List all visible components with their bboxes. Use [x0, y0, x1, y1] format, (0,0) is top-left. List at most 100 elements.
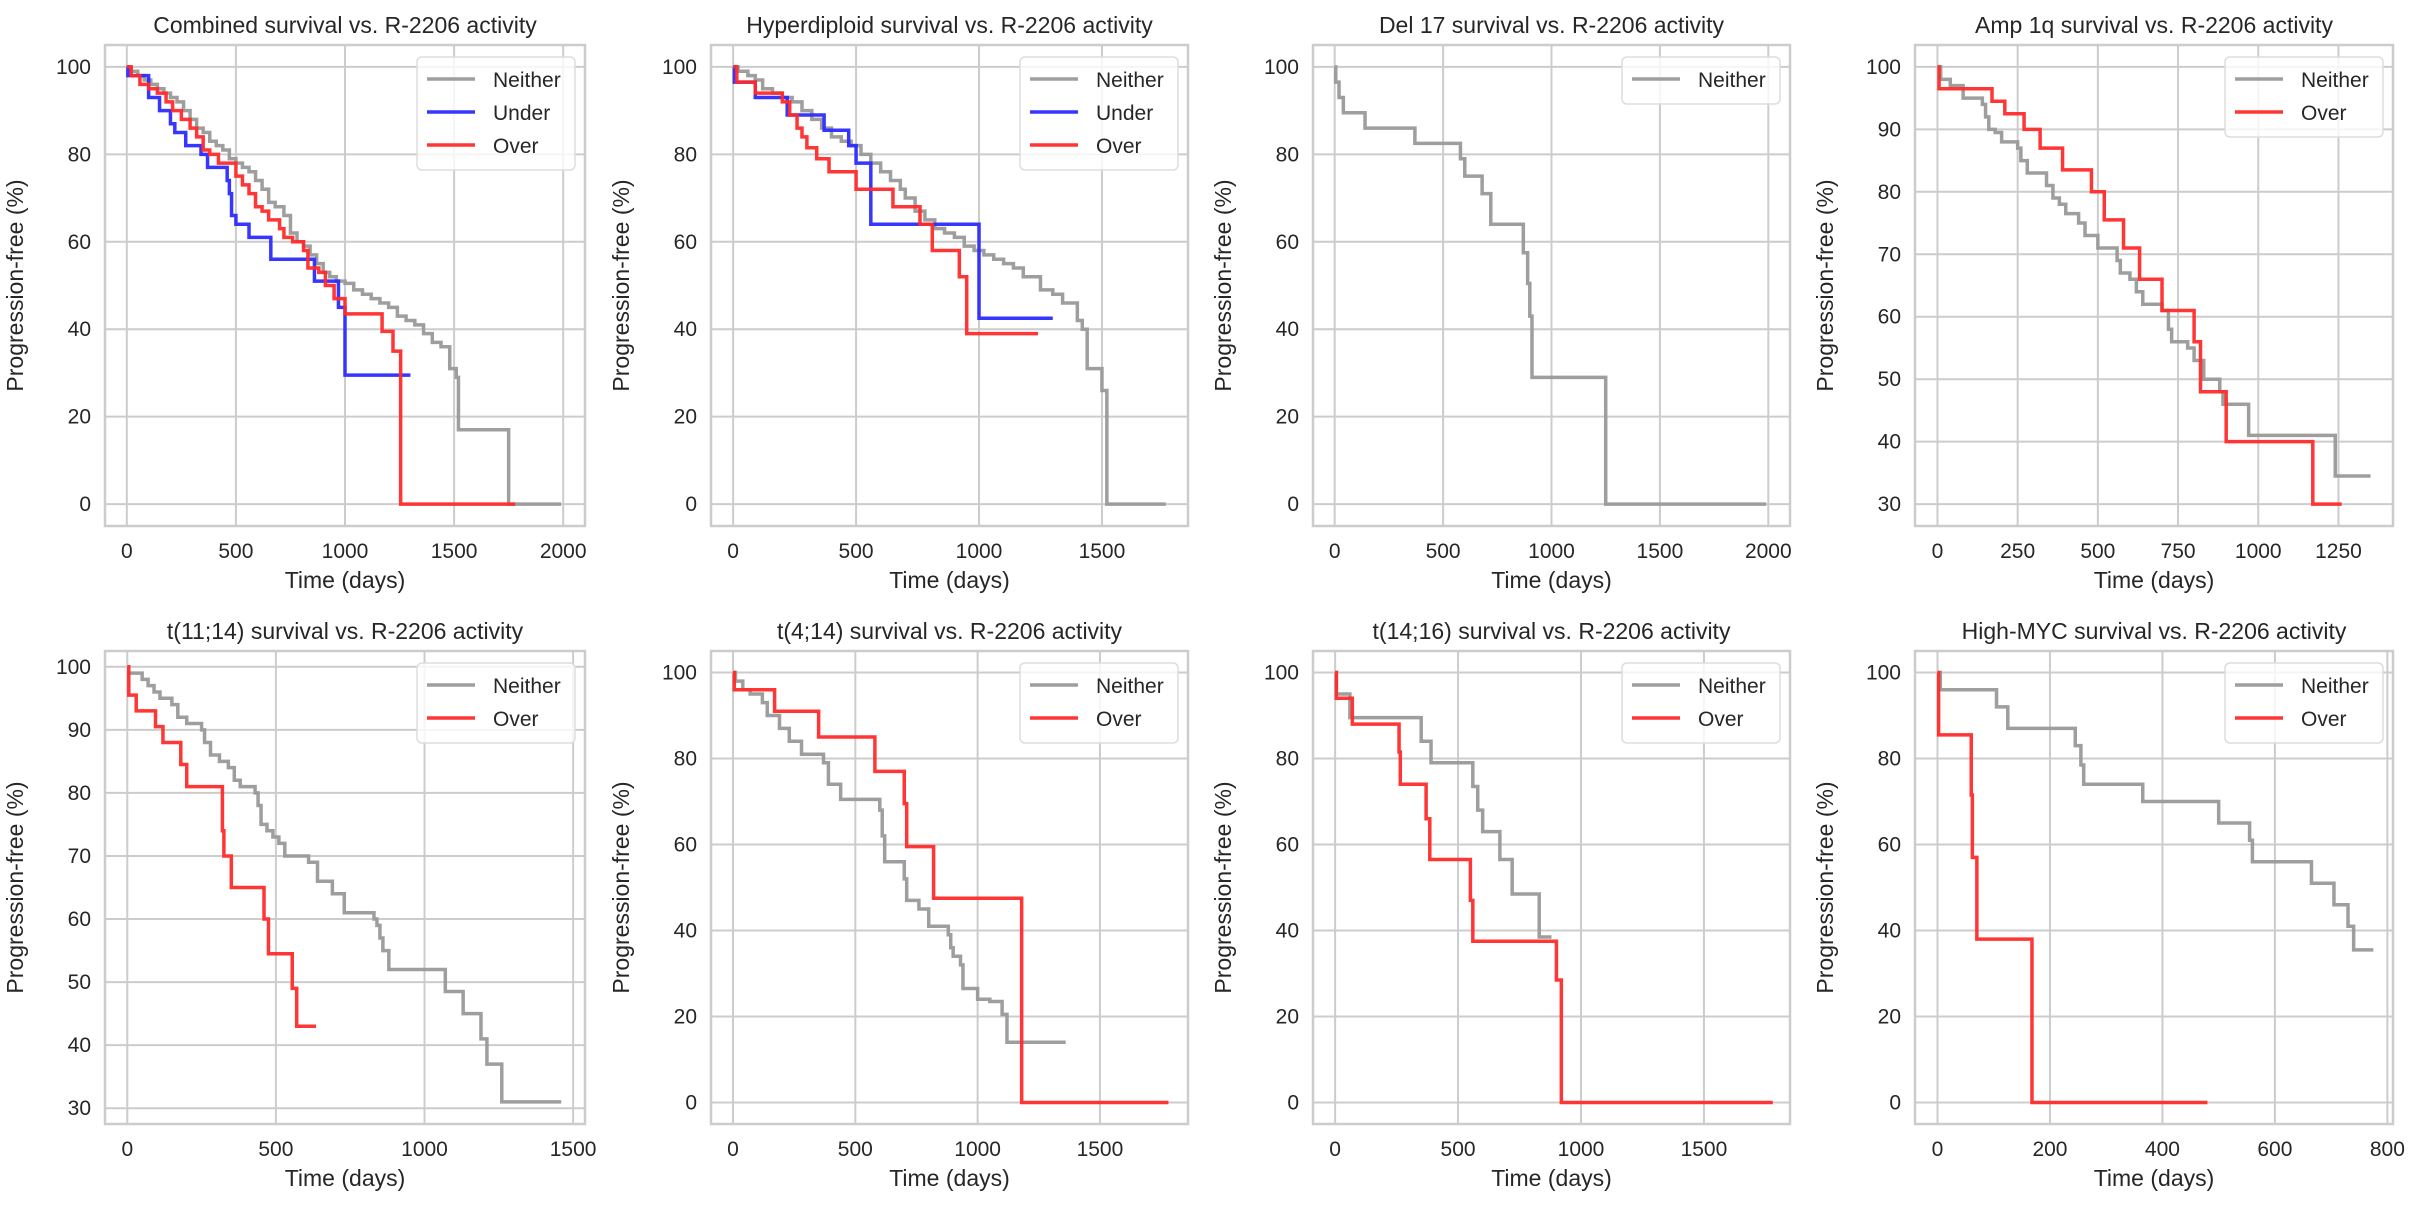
- legend-box: [2224, 56, 2384, 138]
- series-line-over: [733, 65, 1039, 336]
- axes-frame: [1311, 649, 1792, 1126]
- chart-panel-3: 0 250 500 750 1000 1250 30 40 50 60 70 80 90 100 Amp 1…: [1812, 12, 2395, 593]
- legend-label: Over: [2301, 102, 2347, 125]
- y-tick-label: 20: [1276, 1006, 1299, 1029]
- x-tick-label: 500: [2080, 540, 2115, 563]
- x-tick-label: 1500: [1077, 1138, 1124, 1161]
- legend-label: Neither: [493, 675, 561, 698]
- y-tick-label: 90: [1878, 118, 1901, 141]
- y-tick-label: 100: [56, 56, 91, 79]
- y-tick-label: 40: [68, 318, 91, 341]
- chart-title: Del 17 survival vs. R-2206 activity: [1379, 12, 1725, 38]
- legend-label: Neither: [2301, 675, 2369, 698]
- x-tick-label: 1500: [1637, 540, 1684, 563]
- chart-title: t(14;16) survival vs. R-2206 activity: [1373, 618, 1731, 644]
- axes-frame: [709, 43, 1190, 528]
- y-tick-label: 20: [674, 406, 697, 429]
- y-tick-label: 60: [1276, 834, 1299, 857]
- y-tick-label: 0: [1889, 1092, 1901, 1115]
- chart-panel-6: 0 500 1000 1500 0 20 40 60 80 100 t(14;16) surviva…: [1210, 618, 1792, 1191]
- axes-frame: [103, 43, 587, 528]
- chart-title: t(11;14) survival vs. R-2206 activity: [167, 618, 524, 644]
- y-axis-label: Progression-free (%): [608, 179, 634, 391]
- legend-box: [1621, 56, 1781, 105]
- y-tick-label: 40: [1878, 431, 1901, 454]
- series-line-under: [126, 65, 411, 377]
- x-axis-label: Time (days): [889, 1165, 1010, 1191]
- series-line-neither: [1334, 65, 1767, 506]
- x-tick-label: 0: [727, 540, 739, 563]
- x-axis-label: Time (days): [285, 1165, 406, 1191]
- y-tick-label: 40: [674, 920, 697, 943]
- chart-title: t(4;14) survival vs. R-2206 activity: [777, 618, 1123, 644]
- y-tick-label: 100: [1866, 662, 1901, 685]
- legend-box: [416, 662, 576, 744]
- axes-frame: [1913, 43, 2395, 528]
- x-tick-label: 0: [1932, 1138, 1944, 1161]
- y-tick-label: 40: [674, 318, 697, 341]
- x-tick-label: 200: [2032, 1138, 2067, 1161]
- x-tick-label: 0: [1329, 540, 1341, 563]
- x-tick-label: 1000: [1558, 1138, 1605, 1161]
- legend-box: [2224, 662, 2384, 744]
- chart-panel-4: 0 500 1000 1500 30 40 50 60 70 80 90 100 t(11;14) su…: [2, 618, 596, 1191]
- y-tick-label: 50: [68, 971, 91, 994]
- y-tick-label: 80: [674, 748, 697, 771]
- chart-panel-2: 0 500 1000 1500 2000 0 20 40 60 80 100 Del 17 survi…: [1210, 12, 1792, 593]
- chart-panel-7: 0 200 400 600 800 0 20 40 60 80 100 High-MYC surviv…: [1812, 618, 2405, 1191]
- y-axis-label: Progression-free (%): [1812, 781, 1838, 993]
- legend-label: Over: [493, 135, 539, 158]
- y-tick-label: 40: [68, 1034, 91, 1057]
- legend-label: Over: [493, 708, 539, 731]
- legend-label: Over: [1096, 135, 1142, 158]
- x-tick-label: 0: [121, 540, 133, 563]
- x-tick-label: 1500: [1681, 1138, 1728, 1161]
- series-line-neither: [1937, 670, 2374, 952]
- legend-label: Neither: [1698, 69, 1766, 92]
- legend-label: Under: [493, 102, 550, 125]
- y-tick-label: 80: [1276, 143, 1299, 166]
- y-tick-label: 0: [685, 1092, 697, 1115]
- x-axis-label: Time (days): [285, 567, 406, 593]
- legend-label: Under: [1096, 102, 1153, 125]
- y-tick-label: 40: [1276, 920, 1299, 943]
- legend-box: [1621, 662, 1781, 744]
- y-tick-label: 0: [1287, 1092, 1299, 1115]
- x-axis-label: Time (days): [2094, 567, 2215, 593]
- axes-frame: [103, 649, 587, 1126]
- axes-frame: [1913, 649, 2395, 1126]
- legend-box: [1019, 662, 1179, 744]
- chart-title: High-MYC survival vs. R-2206 activity: [1962, 618, 2347, 644]
- series-line-neither: [127, 671, 562, 1104]
- y-tick-label: 0: [685, 493, 697, 516]
- y-tick-label: 70: [1878, 243, 1901, 266]
- x-tick-label: 400: [2145, 1138, 2180, 1161]
- y-axis-label: Progression-free (%): [1812, 179, 1838, 391]
- x-tick-label: 500: [1441, 1138, 1476, 1161]
- y-axis-label: Progression-free (%): [1210, 781, 1236, 993]
- y-tick-label: 100: [1264, 56, 1299, 79]
- series-line-over: [732, 670, 1169, 1105]
- legend-label: Neither: [1698, 675, 1766, 698]
- y-tick-label: 60: [674, 834, 697, 857]
- y-tick-label: 80: [68, 143, 91, 166]
- axes-frame: [709, 649, 1190, 1126]
- y-tick-label: 30: [68, 1097, 91, 1120]
- legend-box: [416, 56, 576, 171]
- y-tick-label: 80: [68, 782, 91, 805]
- legend-label: Over: [2301, 708, 2347, 731]
- series-line-neither: [126, 65, 561, 506]
- y-tick-label: 30: [1878, 493, 1901, 516]
- y-tick-label: 80: [674, 143, 697, 166]
- y-tick-label: 80: [1276, 748, 1299, 771]
- y-tick-label: 20: [1878, 1006, 1901, 1029]
- x-tick-label: 1250: [2315, 540, 2362, 563]
- x-tick-label: 1500: [431, 540, 478, 563]
- x-tick-label: 0: [1932, 540, 1944, 563]
- legend-label: Neither: [1096, 69, 1164, 92]
- axes-frame: [1311, 43, 1792, 528]
- y-tick-label: 60: [68, 231, 91, 254]
- x-tick-label: 800: [2370, 1138, 2405, 1161]
- y-tick-label: 60: [674, 231, 697, 254]
